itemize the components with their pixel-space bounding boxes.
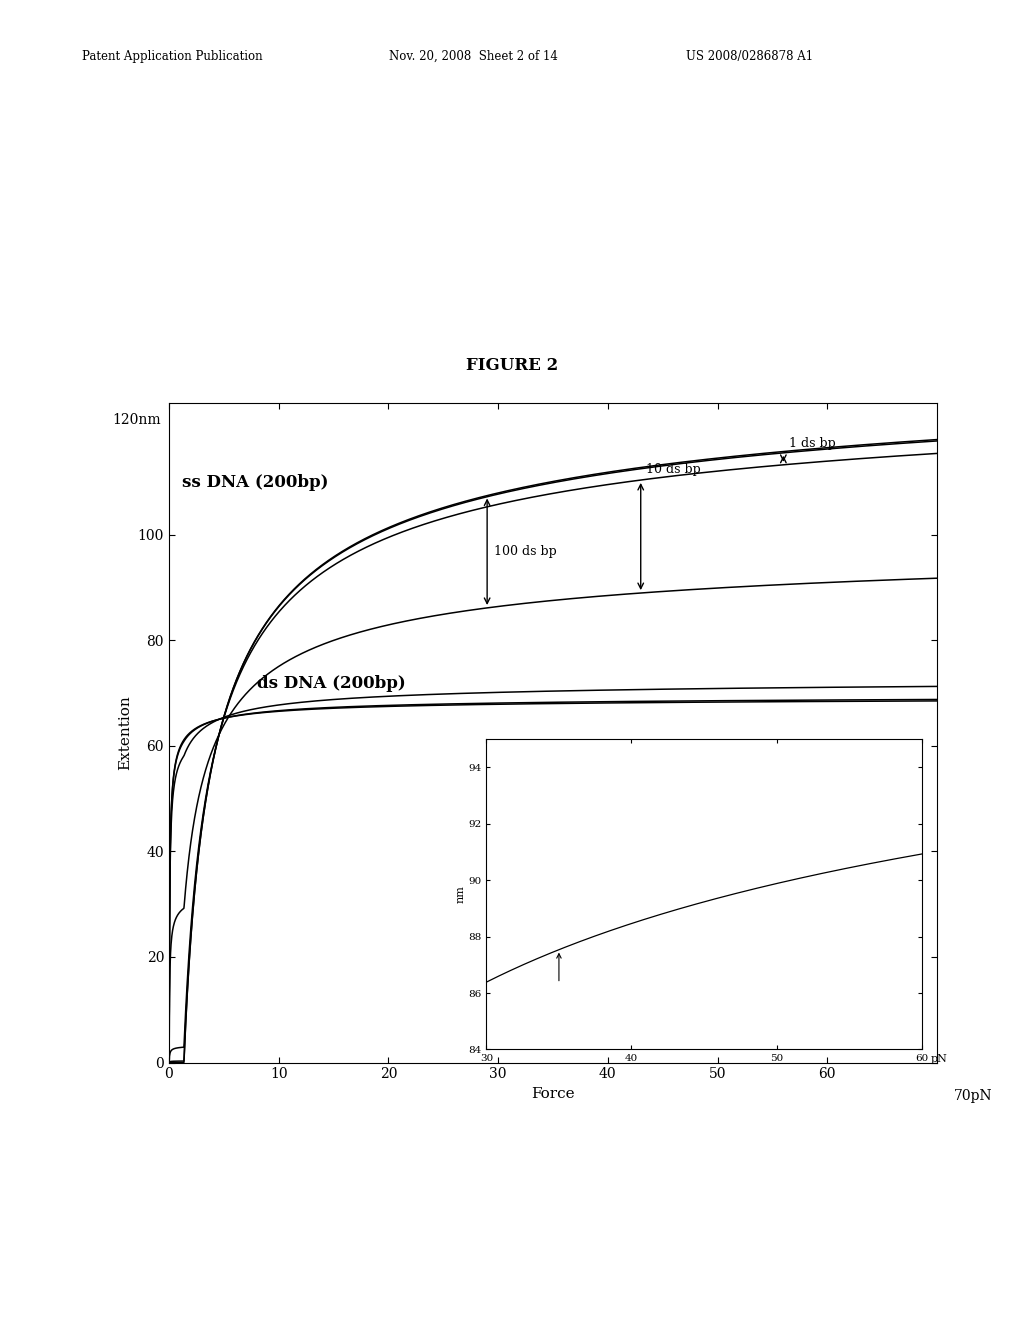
Text: pN: pN xyxy=(930,1053,947,1064)
X-axis label: Force: Force xyxy=(531,1086,574,1101)
Text: 70pN: 70pN xyxy=(953,1089,992,1102)
Text: 1 ds bp: 1 ds bp xyxy=(788,437,836,450)
Text: US 2008/0286878 A1: US 2008/0286878 A1 xyxy=(686,50,813,63)
Text: 120nm: 120nm xyxy=(113,413,162,426)
Text: Nov. 20, 2008  Sheet 2 of 14: Nov. 20, 2008 Sheet 2 of 14 xyxy=(389,50,558,63)
Text: 100 ds bp: 100 ds bp xyxy=(494,545,556,558)
Y-axis label: nm: nm xyxy=(456,886,466,903)
Text: FIGURE 2: FIGURE 2 xyxy=(466,356,558,374)
Text: ds DNA (200bp): ds DNA (200bp) xyxy=(257,675,406,692)
Text: Patent Application Publication: Patent Application Publication xyxy=(82,50,262,63)
Text: ss DNA (200bp): ss DNA (200bp) xyxy=(182,474,329,491)
Y-axis label: Extention: Extention xyxy=(118,696,132,770)
Text: 10 ds bp: 10 ds bp xyxy=(646,463,701,475)
